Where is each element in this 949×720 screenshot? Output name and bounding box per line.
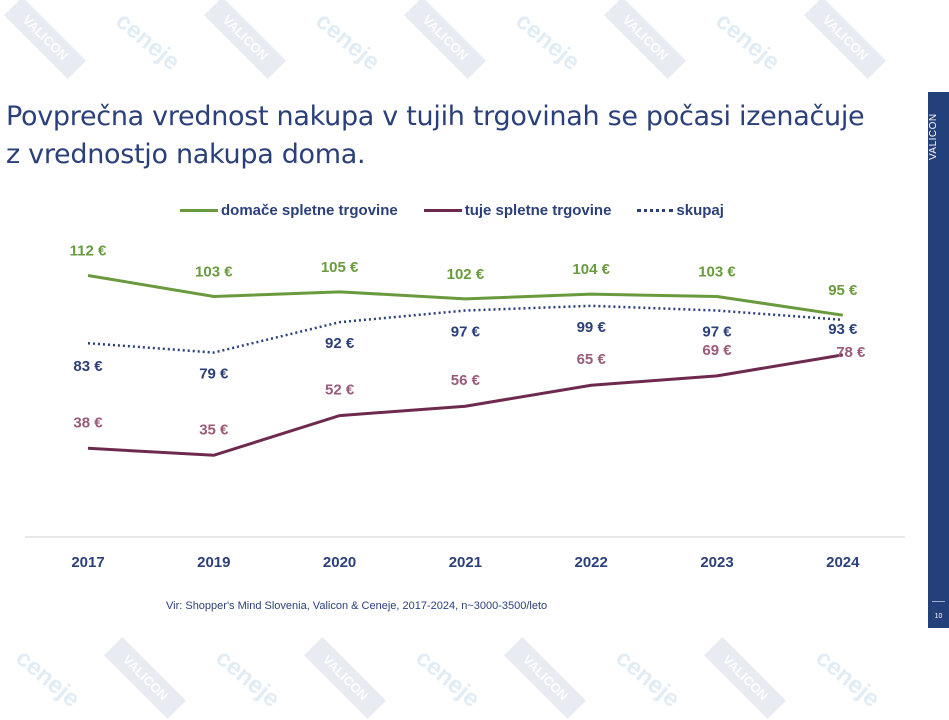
data-label: 69 € <box>702 342 732 359</box>
series-line-0 <box>87 274 844 317</box>
brand-sidebar: VALICON 10 <box>928 92 949 628</box>
data-label: 105 € <box>321 259 359 276</box>
legend-item-domace: domače spletne trgovine <box>180 202 398 219</box>
data-label: 92 € <box>325 335 355 352</box>
page-number: 10 <box>934 613 943 620</box>
x-tick-label: 2017 <box>71 554 104 571</box>
x-tick-label: 2022 <box>575 554 608 571</box>
legend-label: tuje spletne trgovine <box>464 202 612 219</box>
x-tick-label: 2020 <box>323 554 356 571</box>
data-label: 103 € <box>698 263 736 280</box>
data-label: 103 € <box>195 263 233 280</box>
series-line-1 <box>87 353 844 457</box>
data-label: 95 € <box>828 282 858 299</box>
sidebar-brand: VALICON <box>928 113 939 160</box>
x-tick-label: 2019 <box>197 554 230 571</box>
sidebar-divider <box>932 601 945 602</box>
data-label: 99 € <box>577 319 607 336</box>
slide-title: Povprečna vrednost nakupa v tujih trgovi… <box>6 101 865 170</box>
data-label: 52 € <box>325 382 355 399</box>
source-note: Vir: Shopper's Mind Slovenia, Valicon & … <box>166 600 548 612</box>
data-label: 78 € <box>836 344 866 361</box>
chart-legend: domače spletne trgovine tuje spletne trg… <box>180 202 724 219</box>
data-label: 35 € <box>199 421 229 438</box>
data-label: 93 € <box>828 321 858 338</box>
legend-swatch-maroon <box>423 209 462 212</box>
data-label: 79 € <box>199 366 229 383</box>
data-label: 56 € <box>451 372 481 389</box>
data-label: 83 € <box>73 358 103 375</box>
x-tick-label: 2023 <box>700 554 733 571</box>
data-label: 104 € <box>572 261 610 278</box>
data-label: 97 € <box>451 324 481 341</box>
data-label: 38 € <box>73 414 103 431</box>
series-line-2 <box>87 304 843 354</box>
legend-swatch-dotted <box>637 209 674 212</box>
data-label: 112 € <box>70 242 107 259</box>
data-label: 97 € <box>702 324 732 341</box>
x-tick-label: 2024 <box>826 554 860 571</box>
legend-item-skupaj: skupaj <box>637 202 724 219</box>
x-tick-label: 2021 <box>449 554 482 571</box>
legend-label: domače spletne trgovine <box>221 202 398 219</box>
legend-label: skupaj <box>676 202 724 219</box>
data-label: 102 € <box>447 266 485 283</box>
legend-item-tuje: tuje spletne trgovine <box>423 202 612 219</box>
legend-swatch-green <box>180 209 218 212</box>
data-label: 65 € <box>577 351 607 368</box>
